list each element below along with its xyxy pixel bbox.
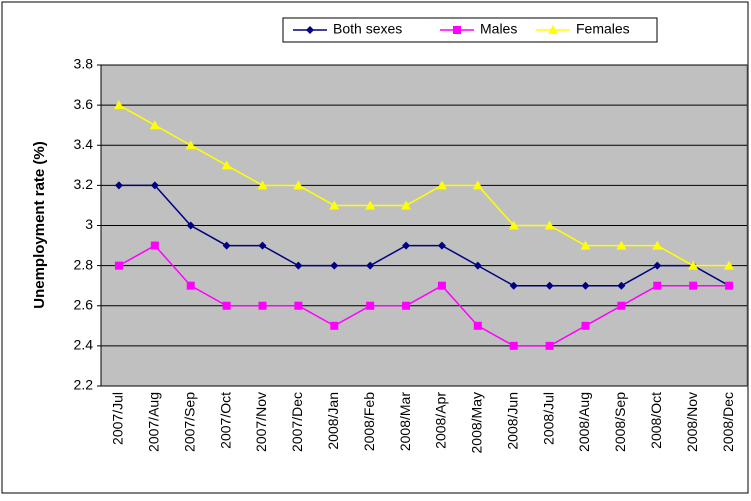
x-tick-label: 2008/May [469, 392, 485, 453]
legend-label: Both sexes [333, 21, 402, 37]
marker [365, 200, 376, 210]
marker [725, 281, 734, 290]
marker [581, 281, 590, 290]
x-tick-label: 2008/Nov [684, 392, 700, 452]
y-tick-label: 3.4 [74, 136, 94, 152]
x-tick-label: 2008/Mar [397, 392, 413, 451]
x-tick-label: 2007/Dec [289, 392, 305, 452]
marker [221, 160, 232, 170]
marker [472, 180, 483, 190]
marker [545, 341, 554, 350]
marker [473, 261, 482, 270]
marker [689, 281, 698, 290]
marker [508, 220, 519, 230]
marker [580, 240, 591, 250]
marker [150, 241, 159, 250]
marker [113, 100, 124, 110]
marker [114, 261, 123, 270]
x-tick-label: 2007/Nov [253, 392, 269, 452]
marker [509, 341, 518, 350]
marker [453, 26, 461, 34]
marker [616, 240, 627, 250]
y-tick-label: 2.8 [74, 256, 94, 272]
marker [258, 241, 267, 250]
marker [617, 281, 626, 290]
marker [581, 321, 590, 330]
series-line [118, 104, 730, 267]
series-line [118, 244, 730, 347]
marker [544, 220, 555, 230]
y-tick-label: 2.4 [74, 337, 94, 353]
marker [548, 25, 558, 34]
marker [186, 281, 195, 290]
marker [653, 281, 662, 290]
x-tick-label: 2007/Oct [217, 392, 233, 449]
x-tick-label: 2008/Sep [612, 392, 628, 452]
y-tick-label: 2.2 [74, 377, 94, 393]
x-tick-label: 2008/Jun [504, 392, 520, 450]
x-tick-label: 2007/Aug [146, 392, 162, 452]
marker [652, 240, 663, 250]
marker [509, 281, 518, 290]
x-tick-label: 2007/Sep [181, 392, 197, 452]
x-tick-label: 2008/Oct [648, 392, 664, 449]
marker [293, 180, 304, 190]
marker [724, 260, 735, 270]
marker [402, 241, 411, 250]
y-tick-label: 3.6 [74, 96, 94, 112]
marker [330, 321, 339, 330]
x-tick-label: 2008/Dec [720, 392, 736, 452]
marker [688, 260, 699, 270]
x-tick-label: 2008/Jul [540, 392, 556, 445]
marker [366, 301, 375, 310]
marker [149, 120, 160, 130]
marker [306, 26, 314, 34]
x-tick-label: 2008/Jan [325, 392, 341, 450]
marker [437, 281, 446, 290]
marker [294, 301, 303, 310]
marker [402, 301, 411, 310]
marker [222, 301, 231, 310]
y-tick-label: 2.6 [74, 296, 94, 312]
marker [294, 261, 303, 270]
marker [617, 301, 626, 310]
marker [436, 180, 447, 190]
marker [473, 321, 482, 330]
x-tick-label: 2008/Aug [576, 392, 592, 452]
marker [330, 261, 339, 270]
y-axis-label: Unemployment rate (%) [31, 141, 48, 309]
legend-label: Males [480, 21, 517, 37]
marker [366, 261, 375, 270]
y-tick-label: 3.8 [74, 56, 94, 72]
x-tick-label: 2007/Jul [110, 392, 126, 445]
x-tick-label: 2008/Feb [361, 392, 377, 451]
series-line [118, 184, 730, 287]
marker [401, 200, 412, 210]
legend-label: Females [576, 21, 630, 37]
marker [258, 301, 267, 310]
marker [114, 181, 123, 190]
marker [545, 281, 554, 290]
marker [222, 241, 231, 250]
marker [150, 181, 159, 190]
marker [186, 221, 195, 230]
y-tick-label: 3.2 [74, 176, 94, 192]
y-tick-label: 3 [85, 216, 93, 232]
marker [653, 261, 662, 270]
marker [257, 180, 268, 190]
marker [329, 200, 340, 210]
marker [185, 140, 196, 150]
marker [437, 241, 446, 250]
x-tick-label: 2008/Apr [433, 392, 449, 449]
